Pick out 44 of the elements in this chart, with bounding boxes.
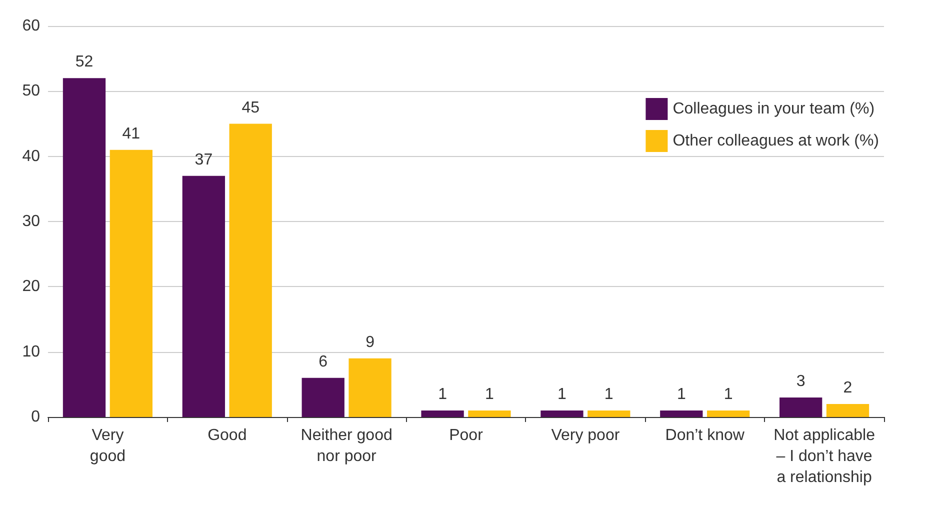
x-tick-label: Very poor [551, 427, 620, 444]
data-label: 52 [75, 54, 94, 71]
legend-label: Colleagues in your team (%) [672, 100, 875, 118]
x-tick-label: Very good [90, 427, 126, 465]
data-label: 1 [604, 386, 614, 403]
y-tick-label: 20 [22, 278, 40, 296]
bar [348, 358, 392, 417]
y-tick-label: 40 [22, 148, 40, 165]
data-label: 37 [194, 151, 213, 168]
y-tick-label: 50 [22, 82, 40, 100]
data-label: 9 [366, 334, 375, 351]
y-tick-label: 30 [22, 213, 40, 230]
bar [826, 404, 870, 417]
data-label: 1 [438, 386, 448, 403]
x-tick-label: Not applicable – I don’t have a relationship [774, 427, 876, 486]
data-label: 6 [318, 353, 328, 370]
bar [468, 410, 511, 417]
bar [660, 410, 703, 417]
legend-label: Other colleagues at work (%) [672, 132, 880, 150]
y-tick-label: 10 [22, 343, 40, 360]
data-label: 2 [843, 379, 852, 396]
x-tick-label: Don’t know [665, 427, 745, 444]
data-label: 1 [724, 386, 733, 403]
data-label: 1 [558, 386, 567, 403]
bar [588, 410, 630, 417]
bar [229, 124, 272, 417]
y-tick-label: 0 [31, 408, 40, 426]
bar [421, 410, 464, 417]
data-label: 1 [485, 386, 494, 403]
bar [302, 378, 344, 417]
bar [706, 410, 750, 417]
bar [540, 410, 584, 417]
data-label: 1 [676, 386, 686, 403]
bar [182, 176, 226, 417]
data-label: 41 [122, 125, 140, 142]
x-tick-label: Neither good nor poor [300, 427, 392, 465]
x-tick-label: Poor [449, 427, 484, 444]
x-tick-label: Good [208, 427, 247, 444]
bar [780, 397, 822, 417]
bar [62, 78, 106, 417]
data-label: 3 [796, 372, 806, 390]
bar [110, 150, 152, 417]
y-tick-label: 60 [22, 18, 40, 34]
data-label: 45 [242, 99, 260, 116]
